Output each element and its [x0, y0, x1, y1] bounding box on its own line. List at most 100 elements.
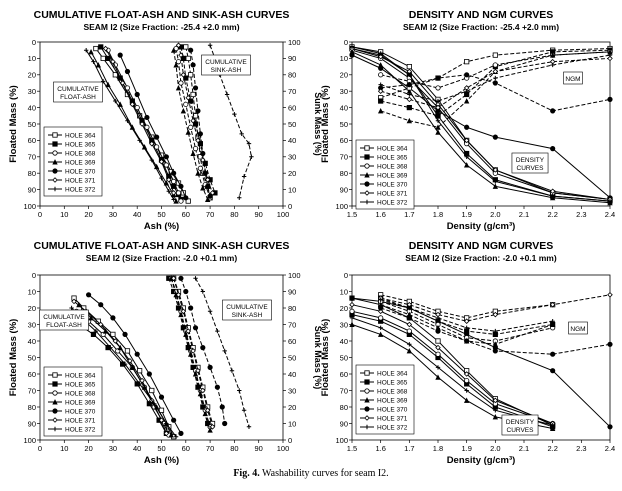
x-tick-label: 2.2	[547, 210, 557, 219]
data-point	[170, 47, 177, 53]
data-point	[464, 59, 470, 65]
data-point	[464, 154, 469, 159]
x-tick-label: 100	[277, 210, 290, 219]
chart-subtitle: SEAM I2 (Size Fraction: -2.0 +0.1 mm)	[86, 253, 238, 263]
data-point	[406, 82, 412, 88]
data-point	[134, 351, 140, 357]
series-line-ngm	[380, 294, 553, 319]
y2-tick-label: 90	[288, 54, 296, 63]
data-point	[122, 361, 128, 367]
data-point	[183, 331, 189, 337]
legend-marker	[52, 372, 58, 378]
data-point	[246, 141, 252, 146]
data-point	[195, 108, 201, 114]
data-point	[435, 118, 441, 123]
x-tick-label: 30	[109, 444, 117, 453]
data-point	[200, 157, 206, 163]
legend-label: HOLE 372	[65, 187, 96, 194]
data-point	[108, 345, 113, 350]
data-point	[158, 417, 165, 423]
x-tick-label: 10	[60, 444, 68, 453]
data-point	[407, 92, 412, 97]
data-point	[406, 328, 412, 334]
data-point	[134, 105, 140, 111]
data-point	[137, 368, 143, 374]
y2-tick-label: 100	[288, 271, 301, 280]
data-point	[493, 408, 498, 413]
y-tick-label: 0	[32, 38, 36, 47]
annotation-box	[201, 54, 251, 76]
data-point	[193, 276, 198, 281]
annotation-text: FLOAT-ASH	[46, 322, 82, 329]
data-point	[205, 183, 211, 189]
annotation-box	[563, 71, 583, 85]
y-tick-label: 10	[340, 54, 348, 63]
data-point	[204, 196, 211, 202]
data-point	[180, 108, 187, 114]
data-point	[200, 185, 206, 191]
legend-marker	[364, 154, 370, 160]
caption-label: Fig. 4.	[233, 468, 260, 479]
data-point	[349, 301, 355, 308]
data-point	[188, 124, 194, 130]
legend-marker	[364, 145, 370, 151]
data-point	[129, 101, 136, 108]
x-axis-label: Ash (%)	[144, 455, 179, 466]
data-point	[197, 141, 203, 147]
data-point	[154, 134, 160, 140]
data-point	[95, 318, 101, 324]
x-axis-label: Ash (%)	[144, 221, 179, 232]
annotation-text: FLOAT-ASH	[60, 94, 96, 101]
annotation-text: DENSITY	[516, 157, 545, 164]
series-line-ngm	[380, 300, 553, 342]
legend-label: HOLE 364	[65, 373, 96, 380]
data-point	[435, 374, 441, 380]
data-point	[349, 321, 355, 328]
data-point	[197, 165, 203, 171]
legend-label: HOLE 368	[377, 389, 408, 396]
data-point	[549, 301, 556, 308]
data-point	[464, 338, 470, 344]
data-point	[137, 381, 142, 387]
data-point	[105, 55, 111, 62]
series-line-sink	[173, 50, 209, 200]
data-point	[170, 275, 177, 282]
series-line-float	[73, 297, 175, 437]
data-point	[146, 401, 152, 407]
data-point	[406, 96, 413, 103]
data-point	[463, 371, 470, 377]
series-line-density	[351, 46, 611, 200]
data-point	[188, 47, 194, 53]
legend-marker	[52, 159, 58, 165]
x-tick-label: 80	[230, 210, 238, 219]
y-tick-label: 90	[340, 185, 348, 194]
x-tick-label: 40	[133, 444, 141, 453]
legend-label: HOLE 370	[65, 169, 96, 176]
y2-tick-label: 70	[288, 87, 296, 96]
data-point	[83, 48, 89, 53]
data-point	[180, 72, 187, 78]
y-tick-label: 30	[340, 320, 348, 329]
legend-label: HOLE 369	[377, 398, 408, 405]
y-axis-label: Floated Mass (%)	[320, 319, 331, 397]
legend-label: HOLE 370	[377, 407, 408, 414]
data-point	[183, 101, 189, 107]
y-tick-label: 90	[28, 419, 36, 428]
annotation-box	[501, 414, 539, 436]
legend-marker	[364, 406, 370, 412]
legend-label: HOLE 369	[65, 160, 96, 167]
data-point	[377, 88, 384, 94]
legend-label: HOLE 370	[65, 409, 96, 416]
data-point	[110, 58, 116, 65]
data-point	[171, 417, 177, 423]
chart-title: CUMULATIVE FLOAT-ASH AND SINK-ASH CURVES	[34, 240, 290, 252]
data-point	[154, 144, 160, 150]
y-tick-label: 50	[28, 353, 36, 362]
data-point	[435, 338, 441, 344]
data-point	[464, 72, 470, 78]
data-point	[207, 427, 213, 433]
data-point	[214, 384, 220, 390]
x-tick-label: 50	[157, 444, 165, 453]
data-point	[435, 124, 441, 130]
